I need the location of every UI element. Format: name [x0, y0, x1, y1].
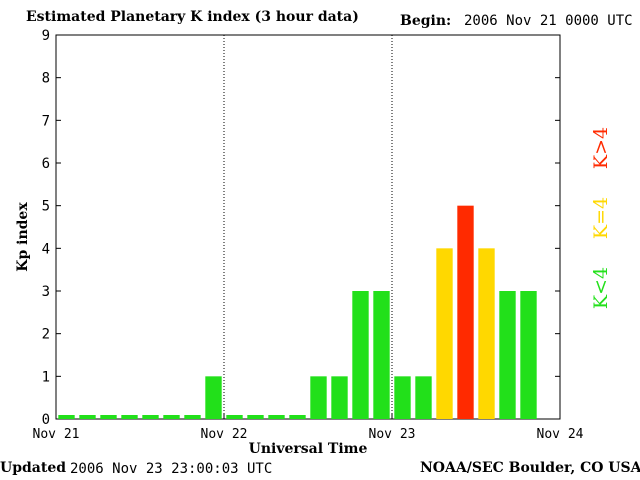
- begin-value: 2006 Nov 21 0000 UTC: [464, 13, 633, 29]
- chart-title: Estimated Planetary K index (3 hour data…: [26, 9, 359, 25]
- kp-bar: [310, 376, 327, 419]
- legend-label: K>4: [590, 127, 612, 169]
- y-tick-label: 5: [42, 199, 50, 215]
- y-tick-label: 9: [42, 28, 50, 44]
- kp-bar: [58, 415, 75, 419]
- x-axis-label: Universal Time: [249, 441, 368, 457]
- y-tick-label: 1: [42, 369, 50, 385]
- updated-label: Updated: [0, 460, 67, 476]
- begin-label: Begin:: [400, 13, 452, 29]
- x-tick-label: Nov 23: [369, 427, 416, 442]
- kp-bar: [79, 415, 96, 419]
- kp-bar: [436, 248, 453, 419]
- kp-bar: [478, 248, 495, 419]
- legend-label: K<4: [590, 267, 612, 309]
- kp-bar: [520, 291, 537, 419]
- y-tick-label: 7: [42, 113, 50, 129]
- kp-bar: [373, 291, 390, 419]
- kp-bar: [100, 415, 117, 419]
- y-tick-label: 3: [42, 284, 50, 300]
- kp-bar: [247, 415, 264, 419]
- kp-bar: [415, 376, 432, 419]
- kp-bar: [121, 415, 138, 419]
- plot-frame: [55, 34, 561, 420]
- y-tick-label: 6: [42, 156, 50, 172]
- kp-bar: [499, 291, 516, 419]
- updated-value: 2006 Nov 23 23:00:03 UTC: [70, 461, 273, 477]
- kp-bar: [142, 415, 159, 419]
- y-tick-label: 8: [42, 71, 50, 87]
- x-tick-label: Nov 22: [201, 427, 248, 442]
- legend-label: K=4: [590, 197, 612, 239]
- kp-bar: [289, 415, 306, 419]
- source-credit: NOAA/SEC Boulder, CO USA: [420, 460, 640, 476]
- kp-bar: [457, 205, 474, 419]
- kp-bar: [184, 415, 201, 419]
- y-axis-label: Kp index: [15, 202, 31, 272]
- kp-bar: [226, 415, 243, 419]
- y-tick-label: 4: [42, 241, 50, 257]
- y-tick-label: 0: [42, 412, 50, 428]
- kp-bar: [205, 376, 222, 419]
- kp-bar: [331, 376, 348, 419]
- x-tick-label: Nov 21: [33, 427, 80, 442]
- y-tick-label: 2: [42, 327, 50, 343]
- kp-bar: [163, 415, 180, 419]
- kp-bar: [394, 376, 411, 419]
- kp-bar: [268, 415, 285, 419]
- x-tick-label: Nov 24: [537, 427, 584, 442]
- kp-bar: [352, 291, 369, 419]
